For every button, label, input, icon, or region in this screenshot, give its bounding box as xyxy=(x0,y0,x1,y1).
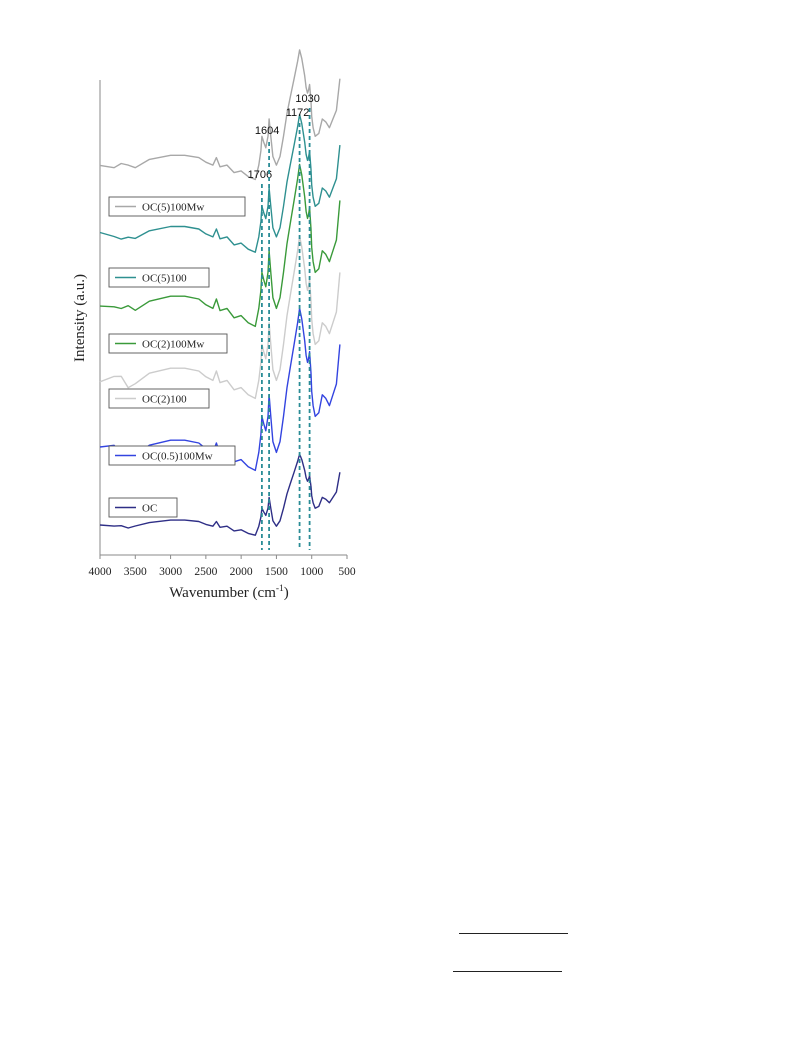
x-axis-label-exponent: -1 xyxy=(276,584,284,594)
series-line-oc-5-100mw xyxy=(99,49,341,181)
series-line-oc-2-100mw xyxy=(99,163,341,328)
series-line-oc xyxy=(99,453,341,536)
legend-label-oc-0-5-100mw: OC(0.5)100Mw xyxy=(142,451,213,463)
x-tick-label-1500: 1500 xyxy=(265,566,288,578)
x-axis-label-main: Wavenumber (cm xyxy=(169,585,276,601)
peak-label-1030: 1030 xyxy=(295,93,319,105)
legend-label-oc-5-100: OC(5)100 xyxy=(142,273,187,285)
x-tick-label-4000: 4000 xyxy=(89,566,112,578)
series-line-oc-2-100 xyxy=(99,235,341,400)
y-axis-label: Intensity (a.u.) xyxy=(72,274,88,362)
legend-box-oc-5-100mw xyxy=(108,196,246,217)
legend-box-oc-0-5-100mw xyxy=(108,445,236,466)
footer-rule-1 xyxy=(459,933,568,934)
x-tick-layer: 4000 3500 3000 2500 2000 1500 1000 500 xyxy=(89,555,356,578)
peak-label-1706: 1706 xyxy=(248,169,272,181)
legend-label-oc: OC xyxy=(142,503,157,515)
x-tick-label-3000: 3000 xyxy=(159,566,182,578)
x-tick-label-3500: 3500 xyxy=(124,566,147,578)
legend-box-oc xyxy=(108,497,178,518)
legend-layer: OC OC(0.5)100Mw OC(2)100 OC(2)100Mw OC(5)100… xyxy=(108,196,246,518)
legend-label-oc-2-100mw: OC(2)100Mw xyxy=(142,339,204,351)
x-tick-label-2000: 2000 xyxy=(230,566,253,578)
x-tick-label-1000: 1000 xyxy=(300,566,323,578)
legend-label-oc-5-100mw: OC(5)100Mw xyxy=(142,202,204,214)
series-line-oc-5-100 xyxy=(99,113,341,253)
footer-rule-2 xyxy=(453,971,562,972)
legend-label-oc-2-100: OC(2)100 xyxy=(142,394,187,406)
peak-label-1172: 1172 xyxy=(286,107,310,119)
legend-box-oc-2-100mw xyxy=(108,333,228,354)
x-axis-label: Wavenumber (cm-1) xyxy=(169,584,289,601)
x-tick-label-500: 500 xyxy=(338,566,356,578)
legend-box-oc-5-100 xyxy=(108,267,210,288)
peak-label-1604: 1604 xyxy=(255,125,279,137)
x-axis-label-end: ) xyxy=(284,585,289,601)
legend-box-oc-2-100 xyxy=(108,388,210,409)
x-tick-label-2500: 2500 xyxy=(194,566,217,578)
peak-marker-layer: 1706 1604 1172 1030 xyxy=(248,93,320,550)
